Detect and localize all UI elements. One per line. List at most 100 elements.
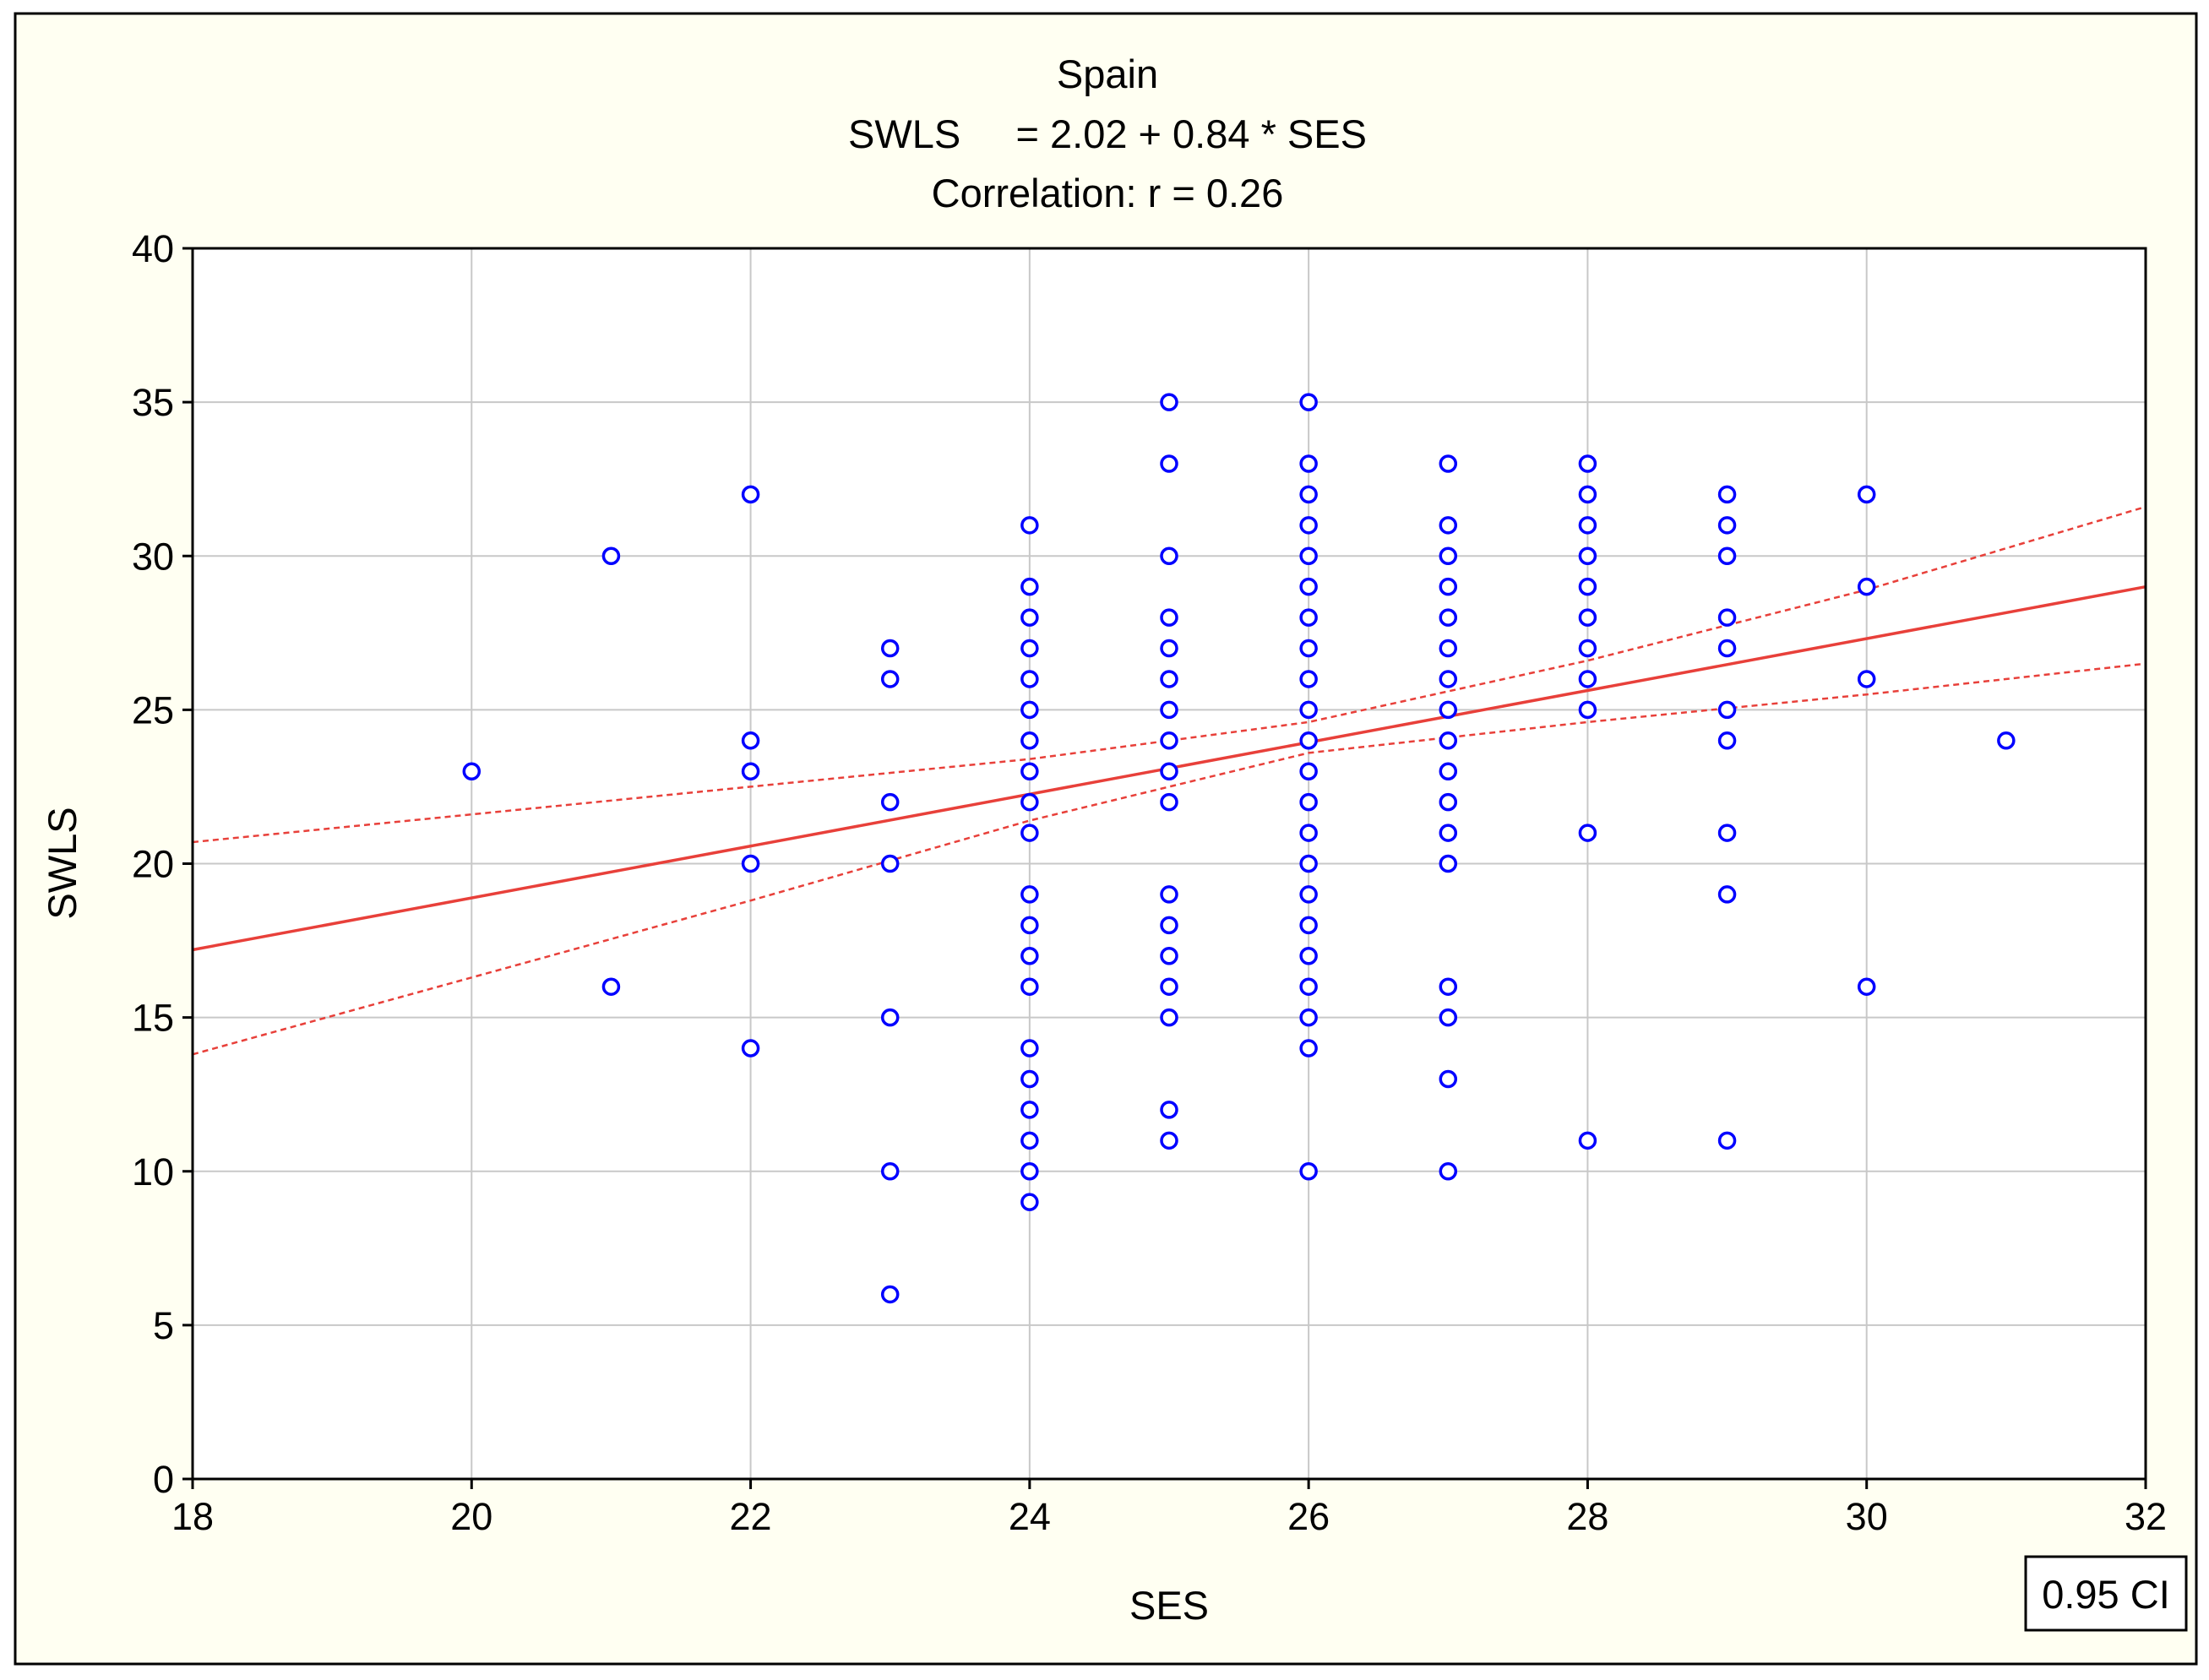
data-point	[1299, 608, 1318, 627]
data-point	[1160, 670, 1178, 688]
y-tick-label: 35	[132, 381, 174, 424]
x-axis-label: SES	[1129, 1583, 1209, 1628]
data-point	[1020, 1162, 1039, 1181]
data-point	[1717, 485, 1737, 504]
data-point	[1439, 577, 1458, 596]
data-point	[1020, 577, 1039, 596]
y-tick-label: 20	[132, 843, 174, 886]
data-point	[1160, 885, 1178, 904]
data-point	[1717, 731, 1737, 750]
data-point	[1717, 516, 1737, 535]
data-point	[1020, 731, 1039, 750]
y-tick-label: 25	[132, 688, 174, 731]
data-point	[1578, 546, 1597, 565]
data-point	[1160, 393, 1178, 411]
data-point	[1160, 916, 1178, 935]
data-point	[1439, 516, 1458, 535]
data-point	[1717, 1131, 1737, 1150]
data-point	[1439, 454, 1458, 473]
data-point	[880, 1008, 900, 1027]
data-point	[1299, 670, 1318, 688]
data-point	[1299, 393, 1318, 411]
data-point	[1160, 731, 1178, 750]
data-point	[1020, 700, 1039, 720]
data-point	[1439, 639, 1458, 658]
data-point	[880, 670, 900, 688]
data-point	[880, 1162, 900, 1181]
data-point	[1299, 731, 1318, 750]
data-point	[1578, 485, 1597, 504]
data-point	[1299, 700, 1318, 720]
data-point	[1578, 1131, 1597, 1150]
y-tick-label: 15	[132, 997, 174, 1040]
x-tick-label: 26	[1287, 1495, 1330, 1538]
data-point	[1020, 916, 1039, 935]
data-point	[1439, 700, 1458, 720]
data-point	[1439, 608, 1458, 627]
data-point	[1160, 1101, 1178, 1119]
data-point	[1717, 608, 1737, 627]
data-point	[1439, 854, 1458, 873]
y-tick-label: 40	[132, 227, 174, 270]
y-tick-label: 0	[153, 1458, 174, 1501]
ci-legend-box	[2024, 1555, 2188, 1632]
data-points	[462, 393, 2016, 1304]
data-point	[1020, 639, 1039, 658]
data-point	[1578, 824, 1597, 842]
data-point	[1020, 762, 1039, 780]
data-point	[1020, 1131, 1039, 1150]
data-point	[1439, 762, 1458, 780]
x-tick-label: 24	[1009, 1495, 1051, 1538]
data-point	[1299, 577, 1318, 596]
y-tick-label: 30	[132, 535, 174, 578]
data-point	[880, 854, 900, 873]
data-point	[1997, 731, 2016, 750]
data-point	[1857, 670, 1876, 688]
data-point	[1299, 885, 1318, 904]
data-point	[1578, 577, 1597, 596]
data-point	[880, 792, 900, 812]
data-point	[1020, 947, 1039, 965]
data-point	[1020, 1039, 1039, 1057]
data-point	[1299, 977, 1318, 996]
data-point	[1717, 885, 1737, 904]
x-tick-label: 28	[1566, 1495, 1608, 1538]
data-point	[1717, 700, 1737, 720]
x-tick-label: 30	[1846, 1495, 1888, 1538]
data-point	[1299, 1008, 1318, 1027]
x-tick-label: 18	[171, 1495, 214, 1538]
data-point	[1578, 639, 1597, 658]
data-point	[1717, 639, 1737, 658]
data-point	[1578, 516, 1597, 535]
data-point	[1299, 546, 1318, 565]
ci-legend-label: 0.95 CI	[2042, 1572, 2170, 1617]
data-point	[1439, 1069, 1458, 1089]
data-point	[1439, 546, 1458, 565]
data-point	[1299, 639, 1318, 658]
data-point	[1020, 670, 1039, 688]
data-point	[1578, 454, 1597, 473]
data-point	[1160, 608, 1178, 627]
data-point	[1857, 485, 1876, 504]
data-point	[462, 762, 482, 780]
data-point	[1299, 792, 1318, 812]
data-point	[1439, 1008, 1458, 1027]
data-point	[741, 762, 760, 780]
data-point	[1578, 608, 1597, 627]
data-point	[741, 1039, 760, 1057]
chart-title: Spain	[1057, 52, 1158, 96]
data-point	[1299, 854, 1318, 873]
data-point	[1020, 885, 1039, 904]
data-point	[1299, 916, 1318, 935]
data-point	[1578, 670, 1597, 688]
data-point	[1299, 947, 1318, 965]
data-point	[1160, 454, 1178, 473]
data-point	[741, 485, 760, 504]
grid	[193, 248, 2146, 1479]
data-point	[1020, 977, 1039, 996]
data-point	[1020, 1193, 1039, 1211]
data-point	[1160, 947, 1178, 965]
data-point	[1439, 792, 1458, 812]
data-point	[1020, 1069, 1039, 1089]
